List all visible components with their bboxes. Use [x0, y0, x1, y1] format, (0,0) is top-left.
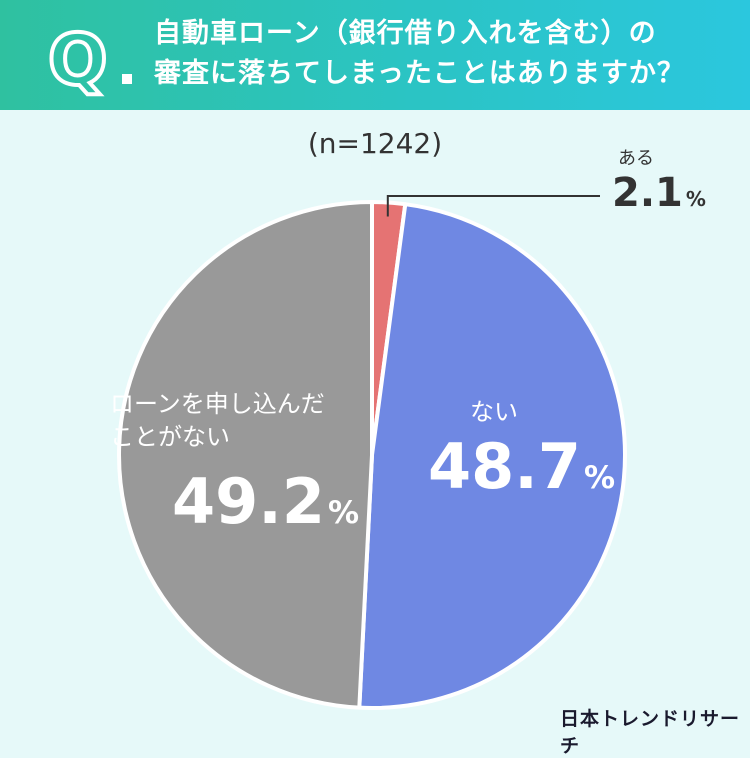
slice-value-nai: 48.7% — [428, 430, 615, 503]
pie-slice-never-applied — [117, 200, 374, 710]
slice-label-never-applied: ローンを申し込んだ ことがない — [110, 388, 325, 454]
slice-value-aru-number: 2.1 — [612, 170, 683, 216]
slice-value-never-number: 49.2 — [172, 465, 325, 538]
question-line-2: 審査に落ちてしまったことはありますか？ — [154, 58, 685, 89]
leader-line-aru — [386, 195, 600, 217]
slice-label-aru: ある — [618, 148, 654, 169]
question-line-1: 自動車ローン（銀行借り入れを含む）の — [154, 18, 657, 49]
slice-value-never-applied: 49.2% — [172, 465, 359, 538]
slice-value-nai-number: 48.7 — [428, 430, 581, 503]
question-header: Q 自動車ローン（銀行借り入れを含む）の 審査に落ちてしまったことはありますか？ — [0, 0, 750, 110]
slice-label-never-line-2: ことがない — [110, 423, 230, 451]
question-text: 自動車ローン（銀行借り入れを含む）の 審査に落ちてしまったことはありますか？ — [154, 14, 734, 94]
slice-value-nai-unit: % — [583, 460, 616, 496]
slice-label-never-line-1: ローンを申し込んだ — [110, 390, 325, 418]
q-letter: Q — [48, 19, 108, 100]
slice-value-never-unit: % — [327, 495, 360, 531]
slice-value-aru: 2.1% — [612, 170, 706, 216]
sample-size: (n=1242) — [307, 127, 443, 160]
slice-value-aru-unit: % — [685, 187, 706, 211]
q-mark-icon: Q — [46, 18, 132, 100]
slice-label-nai: ない — [470, 398, 518, 426]
pie-slice-nai — [357, 202, 627, 710]
q-dot — [122, 74, 132, 84]
